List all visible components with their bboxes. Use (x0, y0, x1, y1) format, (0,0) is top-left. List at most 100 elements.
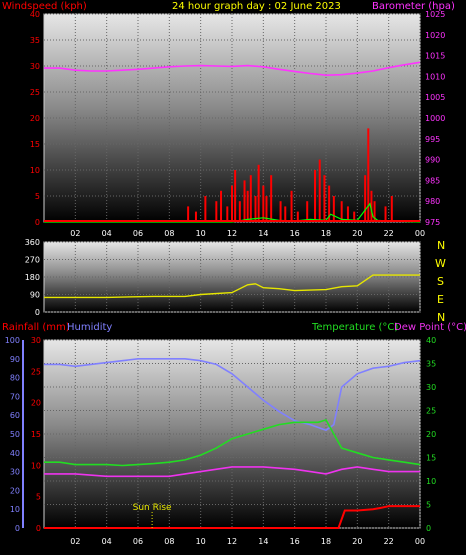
rain-y-tick: 20 (31, 399, 41, 408)
dir-y-tick: 180 (25, 273, 40, 282)
humidity-y-tick: 60 (10, 411, 20, 420)
humidity-line (44, 357, 421, 432)
dir-y-tick: 360 (25, 238, 40, 247)
wind-x-tick: 22 (384, 229, 394, 238)
wind-x-tick: 10 (196, 229, 206, 238)
dewpoint-label: Dew Point (°C) (394, 322, 466, 333)
dewpoint-line (44, 466, 420, 478)
baro-y-tick: 1025 (425, 10, 445, 19)
dir-y-tick: 270 (25, 256, 40, 265)
rain-y-tick: 5 (36, 493, 41, 502)
chart-title: 24 hour graph day : 02 June 2023 (172, 1, 341, 12)
temp-x-tick: 18 (321, 537, 331, 546)
gust-line (44, 202, 421, 223)
wind-x-tick: 00 (415, 229, 425, 238)
humidity-y-tick: 10 (10, 505, 20, 514)
rain-y-tick: 30 (31, 336, 41, 345)
temp-x-tick: 22 (384, 537, 394, 546)
direction-panel-bg (43, 241, 421, 313)
temp-y-tick: 20 (426, 430, 436, 439)
windspeed-label: Windspeed (kph) (2, 1, 87, 12)
baro-y-tick: 975 (425, 218, 440, 227)
baro-y-tick: 990 (425, 156, 440, 165)
rain-y-tick: 10 (31, 461, 41, 470)
direction-panel-axes: 0 90 180 270 360 (25, 238, 40, 317)
humidity-label: Humidity (67, 322, 112, 333)
compass-s: S (437, 275, 444, 288)
humidity-y-tick: 100 (5, 336, 20, 345)
temp-x-tick: 00 (415, 537, 425, 546)
baro-y-tick: 1010 (425, 72, 445, 81)
humidity-y-tick: 20 (10, 486, 20, 495)
wind-y-tick: 30 (30, 62, 40, 71)
compass-w: W (435, 257, 446, 270)
temp-x-tick: 08 (164, 537, 174, 546)
baro-y-tick: 1000 (425, 114, 445, 123)
temp-y-tick: 35 (426, 360, 436, 369)
wind-y-tick: 25 (30, 88, 40, 97)
wind-y-tick: 40 (30, 10, 40, 19)
rainfall-line (44, 505, 420, 529)
temp-x-tick: 02 (70, 537, 80, 546)
humidity-y-tick: 70 (10, 392, 20, 401)
baro-y-tick: 1020 (425, 31, 445, 40)
baro-y-tick: 985 (425, 176, 440, 185)
temp-x-tick: 10 (196, 537, 206, 546)
wind-panel-axes: 0510152025303540975980985990995100010051… (30, 10, 446, 238)
compass-e: E (437, 293, 444, 306)
rain-y-tick: 15 (31, 430, 41, 439)
humidity-y-tick: 80 (10, 374, 20, 383)
baro-y-tick: 980 (425, 197, 440, 206)
wind-x-tick: 06 (133, 229, 143, 238)
temp-panel-axes: 0510152025303540010203040506070809010005… (5, 336, 436, 546)
wind-y-tick: 35 (30, 36, 40, 45)
temp-y-tick: 0 (426, 524, 431, 533)
wind-x-tick: 02 (70, 229, 80, 238)
baro-y-tick: 1005 (425, 93, 445, 102)
wind-x-tick: 08 (164, 229, 174, 238)
humidity-y-tick: 90 (10, 355, 20, 364)
wind-panel-series (44, 61, 421, 223)
wind-x-tick: 12 (227, 229, 237, 238)
temp-x-tick: 16 (290, 537, 300, 546)
wind-y-tick: 10 (30, 166, 40, 175)
temp-y-tick: 40 (426, 336, 436, 345)
dir-y-tick: 0 (35, 308, 40, 317)
temp-y-tick: 30 (426, 383, 436, 392)
rain-y-tick: 0 (36, 524, 41, 533)
sunrise-label: Sun Rise (133, 503, 172, 513)
temperature-line (44, 418, 421, 467)
temp-x-tick: 04 (102, 537, 112, 546)
rainfall-label: Rainfall (mm) (2, 322, 70, 333)
wind-x-tick: 14 (258, 229, 268, 238)
compass-n-top: N (437, 239, 445, 252)
wind-x-tick: 20 (352, 229, 362, 238)
temp-y-tick: 15 (426, 454, 436, 463)
rain-y-tick: 25 (31, 367, 41, 376)
wind-x-tick: 16 (290, 229, 300, 238)
temp-x-tick: 14 (258, 537, 268, 546)
barometer-line (44, 61, 421, 77)
compass-n-bottom: N (437, 311, 445, 324)
temp-panel-series (44, 357, 421, 529)
temperature-label: Temperature (°C) (311, 322, 398, 333)
wind-y-tick: 5 (35, 192, 40, 201)
temp-y-tick: 25 (426, 407, 436, 416)
humidity-y-tick: 50 (10, 430, 20, 439)
baro-y-tick: 995 (425, 135, 440, 144)
dir-y-tick: 90 (30, 291, 40, 300)
wind-y-tick: 15 (30, 140, 40, 149)
direction-panel-series (44, 274, 420, 299)
baro-y-tick: 1015 (425, 52, 445, 61)
temp-x-tick: 06 (133, 537, 143, 546)
wind-y-tick: 20 (30, 114, 40, 123)
temp-x-tick: 20 (352, 537, 362, 546)
temp-x-tick: 12 (227, 537, 237, 546)
humidity-y-tick: 40 (10, 449, 20, 458)
barometer-label: Barometer (hpa) (372, 1, 455, 12)
temp-panel-grid (44, 339, 421, 529)
wind-direction-line (44, 274, 420, 299)
wind-y-tick: 0 (35, 218, 40, 227)
wind-x-tick: 04 (102, 229, 112, 238)
